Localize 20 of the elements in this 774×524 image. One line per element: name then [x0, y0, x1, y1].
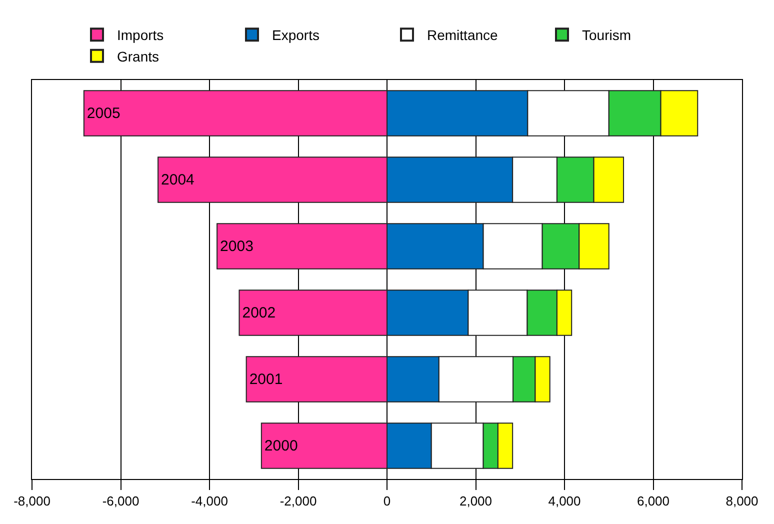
x-tick-label: -8,000 [14, 494, 50, 509]
y-tick-label: 2005 [86, 104, 120, 122]
x-tick-label: -6,000 [102, 494, 140, 509]
legend-label: Remittance [427, 27, 498, 44]
y-tick-label: 2004 [161, 171, 194, 188]
y-tick-label: 2002 [242, 304, 276, 322]
x-tick-label: 6,000 [636, 494, 670, 509]
x-tick-label: 8,000 [726, 494, 758, 509]
legend-label: Tourism [582, 27, 632, 44]
legend-label: Grants [117, 48, 160, 64]
legend-label: Exports [272, 27, 320, 44]
y-tick-label: 2003 [220, 238, 254, 255]
y-tick-label: 2001 [249, 370, 283, 388]
legend-label: Imports [117, 27, 164, 44]
x-tick-label: 4,000 [548, 494, 581, 509]
x-tick-label: -4,000 [191, 494, 228, 509]
x-tick-label: -2,000 [280, 494, 317, 509]
x-tick-label: 2,000 [459, 494, 492, 509]
x-tick-label: 0 [383, 494, 391, 509]
y-tick-label: 2000 [264, 437, 298, 454]
